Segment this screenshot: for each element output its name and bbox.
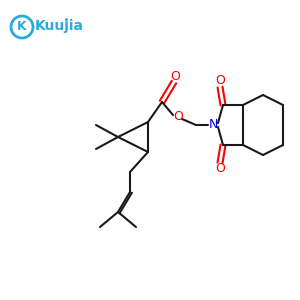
Text: O: O: [170, 70, 180, 83]
Text: N: N: [208, 118, 218, 131]
Text: O: O: [173, 110, 183, 124]
Text: K: K: [17, 20, 27, 34]
Text: O: O: [215, 74, 225, 88]
Text: °: °: [64, 18, 68, 28]
Text: O: O: [215, 163, 225, 176]
Text: Kuujia: Kuujia: [35, 19, 84, 33]
